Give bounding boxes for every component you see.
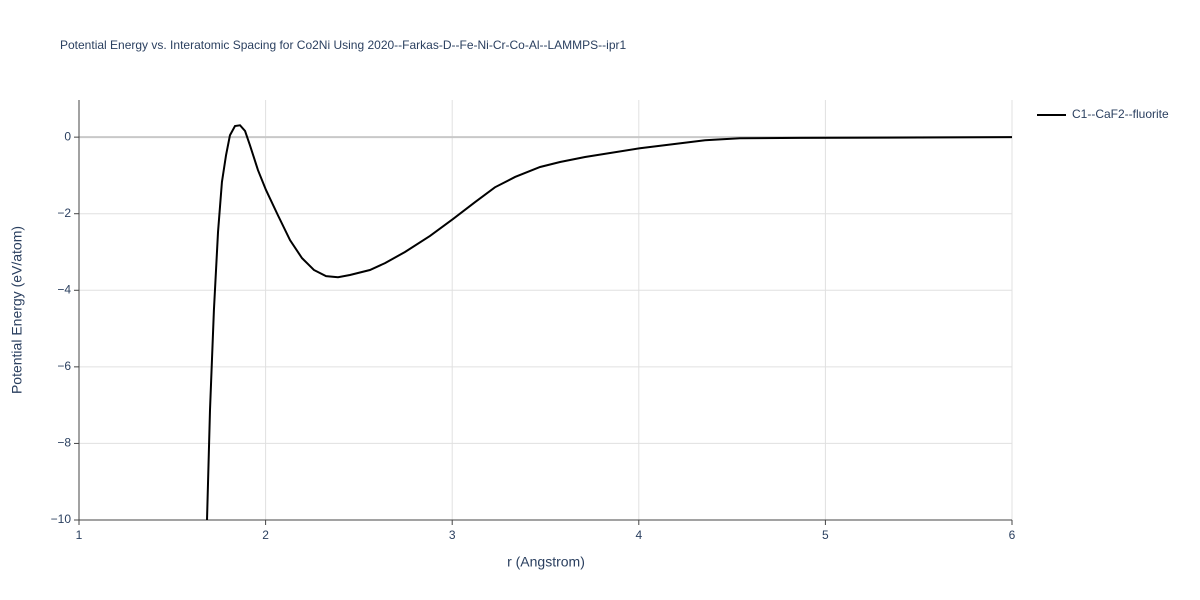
x-tick-label: 4 — [635, 528, 642, 542]
y-tick-label: −8 — [57, 436, 71, 450]
y-tick-label: −10 — [51, 512, 72, 526]
x-tick-label: 1 — [76, 528, 83, 542]
chart-title: Potential Energy vs. Interatomic Spacing… — [60, 38, 626, 52]
data-line — [206, 124, 1013, 521]
y-axis-title: Potential Energy (eV/atom) — [9, 226, 25, 394]
x-tick-label: 3 — [449, 528, 456, 542]
y-tick-label: −6 — [57, 359, 71, 373]
y-tick-label: 0 — [64, 129, 71, 143]
legend-label: C1--CaF2--fluorite — [1072, 107, 1169, 121]
y-tick-label: −4 — [57, 282, 71, 296]
x-tick-label: 2 — [262, 528, 269, 542]
y-tick-label: −2 — [57, 206, 71, 220]
x-axis-title: r (Angstrom) — [507, 554, 585, 570]
x-tick-label: 5 — [822, 528, 829, 542]
x-tick-label: 6 — [1009, 528, 1016, 542]
